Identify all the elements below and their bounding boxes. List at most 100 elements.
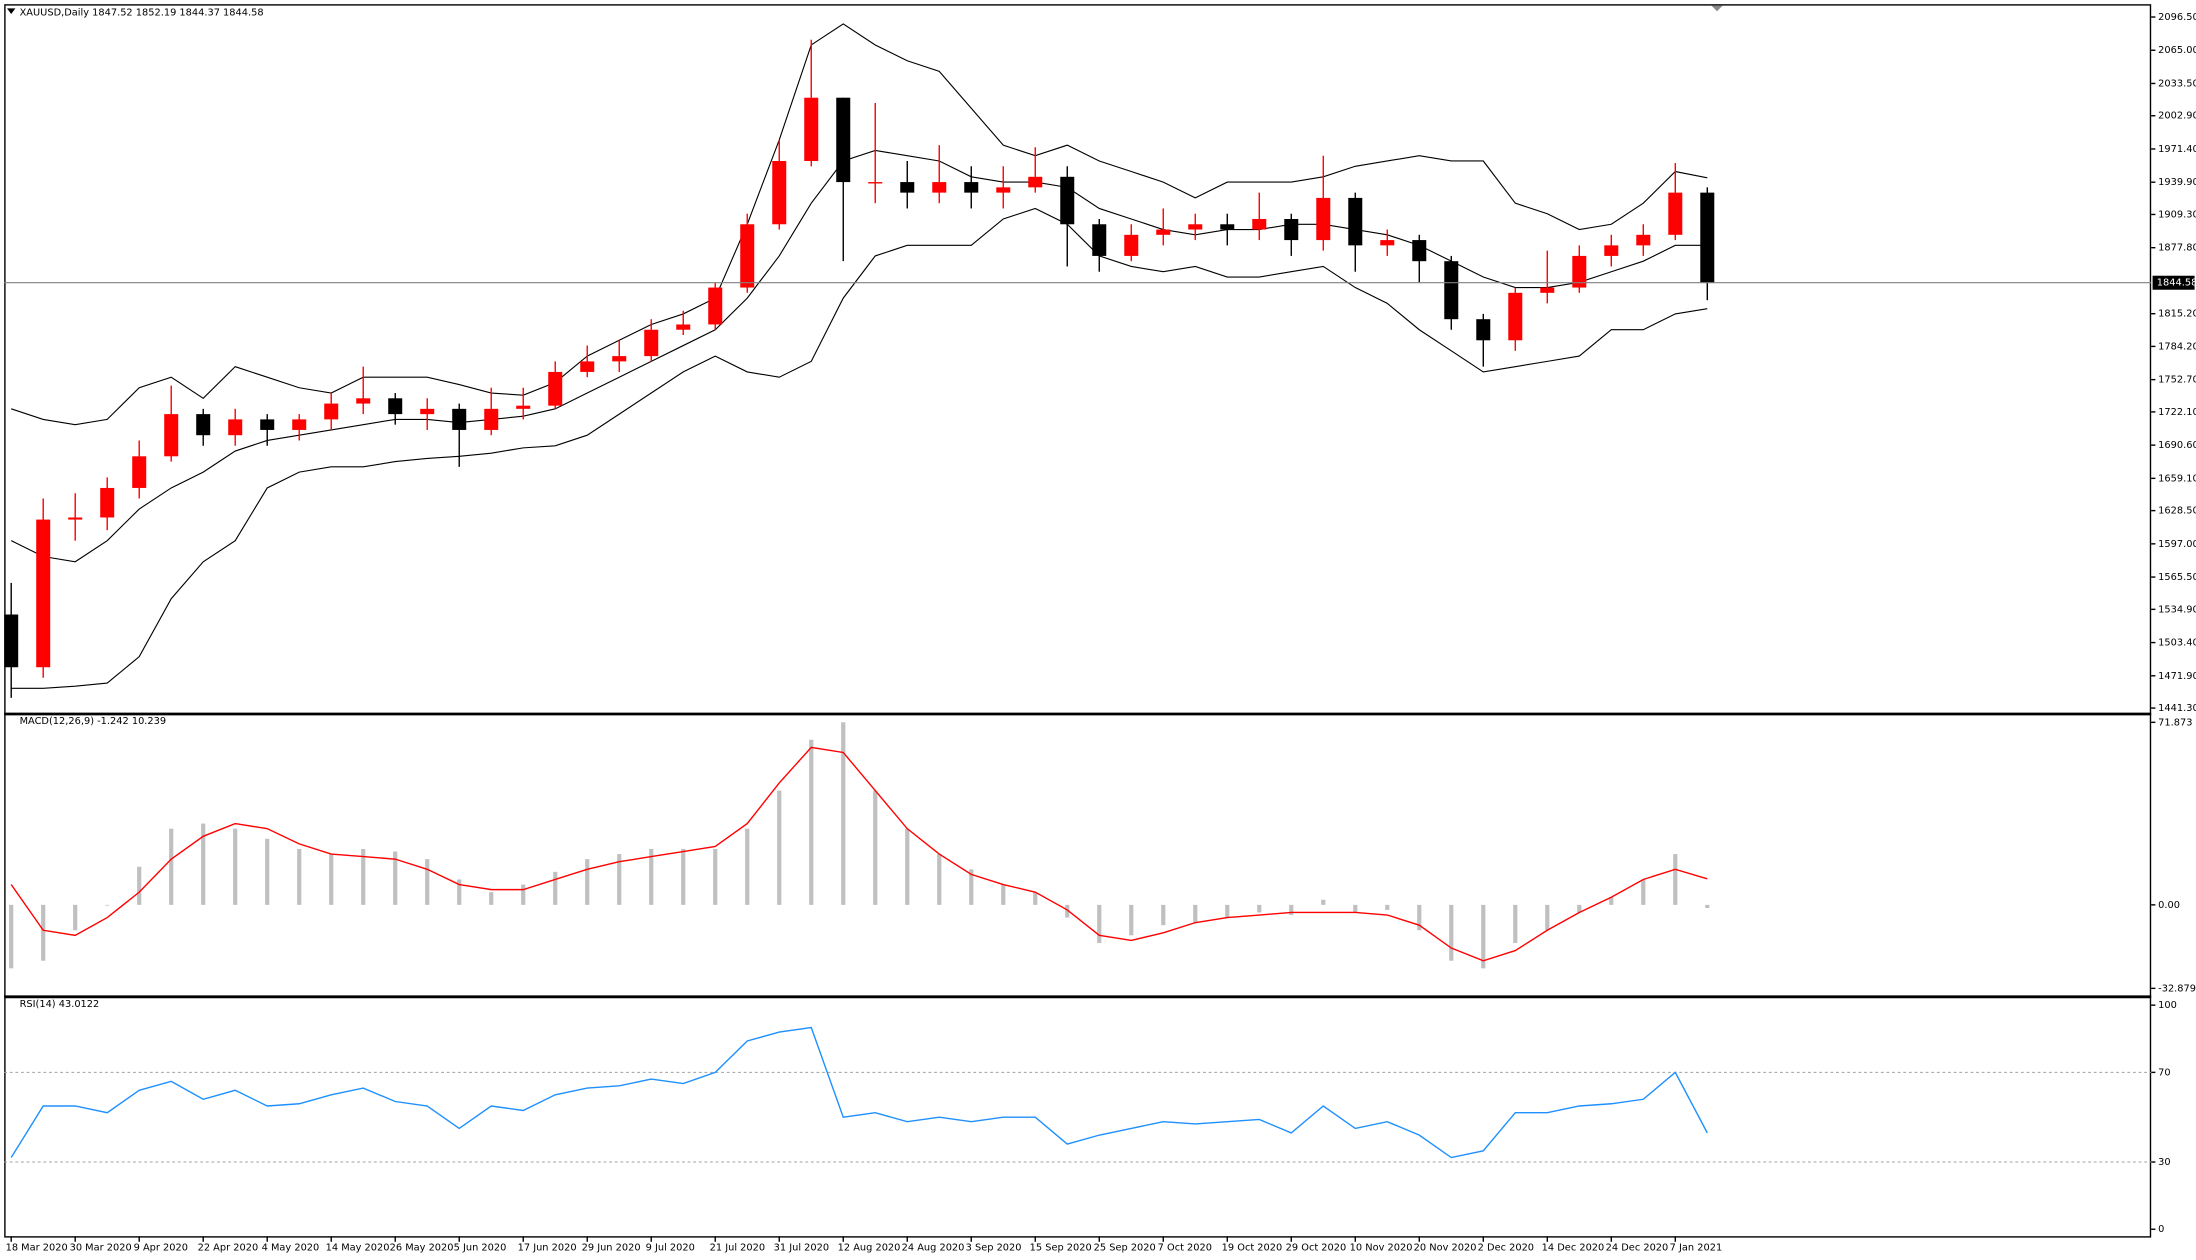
y-tick-label: 100 — [2158, 1000, 2177, 1011]
current-price-label: 1844.58 — [2157, 278, 2196, 289]
candle-body — [644, 329, 659, 357]
candle-body — [68, 517, 83, 520]
candle-body — [580, 361, 595, 372]
y-tick-label: 1659.10 — [2158, 473, 2196, 484]
macd-bar — [169, 828, 174, 905]
candle-body — [1412, 240, 1427, 262]
macd-bar — [1417, 904, 1422, 931]
macd-bar — [1545, 904, 1550, 931]
macd-bar — [1513, 904, 1518, 943]
macd-bar — [1609, 897, 1614, 905]
candle-body — [4, 614, 19, 668]
x-tick-label: 22 Apr 2020 — [198, 1242, 259, 1253]
candle-body — [260, 419, 275, 430]
candle-body — [900, 182, 915, 193]
y-tick-label: 1565.50 — [2158, 572, 2196, 583]
macd-bar — [681, 848, 686, 905]
candle-body — [932, 182, 947, 193]
menu-arrow[interactable] — [7, 8, 16, 14]
macd-bar — [1321, 899, 1326, 905]
macd-bar — [1705, 904, 1710, 909]
candle-body — [420, 408, 435, 415]
y-tick-label: 1503.40 — [2158, 638, 2196, 649]
candle-body — [324, 403, 339, 420]
macd-bar — [873, 790, 878, 905]
macd-bar — [265, 838, 270, 905]
macd-bar — [521, 884, 526, 905]
x-tick-label: 14 Dec 2020 — [1542, 1242, 1605, 1253]
macd-bar — [777, 790, 782, 905]
macd-bar — [1449, 904, 1454, 961]
candle-body — [1028, 176, 1043, 188]
x-tick-label: 19 Oct 2020 — [1222, 1242, 1283, 1253]
candle-body — [516, 405, 531, 409]
x-tick-label: 24 Aug 2020 — [902, 1242, 965, 1253]
x-tick-label: 9 Apr 2020 — [134, 1242, 188, 1253]
y-tick-label: 1471.90 — [2158, 671, 2196, 682]
x-tick-label: 14 May 2020 — [326, 1242, 390, 1253]
x-tick-label: 2 Dec 2020 — [1478, 1242, 1534, 1253]
panel-title: XAUUSD,Daily 1847.52 1852.19 1844.37 184… — [20, 8, 264, 19]
candle-body — [964, 182, 979, 193]
macd-bar — [9, 904, 14, 969]
y-tick-label: 1690.60 — [2158, 440, 2196, 451]
y-tick-label: 1909.30 — [2158, 209, 2196, 220]
y-tick-label: 30 — [2158, 1157, 2170, 1168]
x-tick-label: 7 Jan 2021 — [1670, 1242, 1723, 1253]
candle-body — [1604, 245, 1619, 256]
y-tick-label: 1628.50 — [2158, 506, 2196, 517]
candle-body — [548, 371, 563, 406]
candle-body — [836, 97, 851, 183]
macd-bar — [1001, 884, 1006, 905]
candle-body — [996, 187, 1011, 193]
candle-body — [1124, 234, 1139, 256]
y-tick-label: 0 — [2158, 1224, 2164, 1235]
macd-bar — [1641, 879, 1646, 905]
y-tick-label: 1784.20 — [2158, 341, 2196, 352]
y-tick-label: 1971.40 — [2158, 144, 2196, 155]
macd-bar — [329, 854, 334, 905]
macd-bar — [1225, 904, 1230, 918]
macd-bar — [841, 722, 846, 905]
y-tick-label: 1877.80 — [2158, 243, 2196, 254]
signal-line — [10, 746, 1708, 962]
shift-marker[interactable] — [1711, 5, 1723, 12]
x-tick-label: 30 Mar 2020 — [70, 1242, 132, 1253]
candle-body — [1700, 192, 1715, 283]
macd-bar — [969, 869, 974, 905]
bollinger-band — [11, 23, 1708, 426]
x-tick-label: 21 Jul 2020 — [710, 1242, 765, 1253]
current-price-box — [2152, 275, 2195, 290]
x-tick-label: 25 Sep 2020 — [1094, 1242, 1156, 1253]
macd-bar — [617, 854, 622, 905]
candle-body — [196, 414, 211, 436]
macd-bar — [1257, 904, 1262, 913]
x-tick-label: 29 Jun 2020 — [582, 1242, 641, 1253]
macd-bar — [41, 904, 46, 961]
x-tick-label: 3 Sep 2020 — [966, 1242, 1022, 1253]
macd-bar — [1481, 904, 1486, 969]
candle-body — [100, 487, 115, 518]
macd-bar — [201, 823, 206, 905]
candle-body — [1508, 292, 1523, 341]
x-tick-label: 20 Nov 2020 — [1414, 1242, 1477, 1253]
candle-body — [1380, 240, 1395, 246]
x-tick-label: 10 Nov 2020 — [1350, 1242, 1413, 1253]
candle-body — [292, 419, 307, 430]
macd-bar — [585, 859, 590, 905]
panel-title: MACD(12,26,9) -1.242 10.239 — [20, 716, 167, 727]
rsi-line — [10, 1026, 1708, 1159]
y-tick-label: 2096.50 — [2158, 12, 2196, 23]
panel-title: RSI(14) 43.0122 — [20, 999, 100, 1010]
x-tick-label: 15 Sep 2020 — [1030, 1242, 1092, 1253]
candle-body — [1316, 197, 1331, 241]
candle-body — [804, 97, 819, 161]
candle-body — [1156, 229, 1171, 235]
macd-bar — [137, 866, 142, 905]
y-tick-label: 1441.30 — [2158, 703, 2196, 714]
macd-bar — [1161, 904, 1166, 926]
candle-body — [1060, 176, 1075, 225]
candle-body — [1188, 224, 1203, 230]
